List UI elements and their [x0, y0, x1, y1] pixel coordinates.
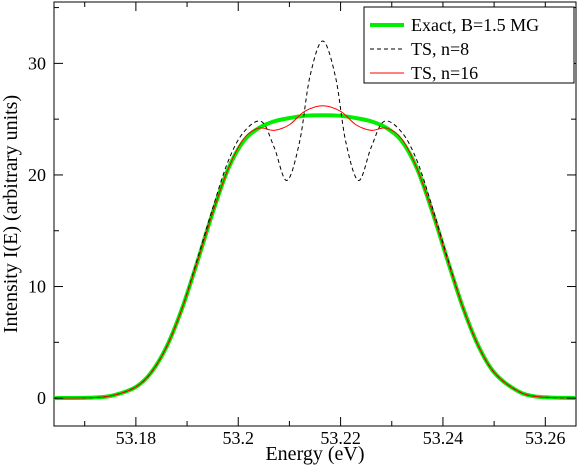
- legend-label-exact: Exact, B=1.5 MG: [411, 15, 539, 35]
- x-tick-label: 53.24: [423, 428, 464, 448]
- legend-box: [363, 6, 575, 84]
- series-line-exact: [53, 113, 577, 401]
- plot-frame: [53, 1, 577, 427]
- legend-label-ts-n16: TS, n=16: [411, 63, 478, 83]
- x-axis-title: Energy (eV): [265, 443, 364, 465]
- x-tick-label: 53.18: [116, 428, 157, 448]
- x-tick-label: 53.22: [320, 428, 361, 448]
- legend-label-ts-n8: TS, n=8: [411, 39, 469, 59]
- y-tick-label: 0: [37, 388, 46, 408]
- legend: Exact, B=1.5 MG TS, n=8 TS, n=16: [363, 6, 575, 84]
- y-tick-label: 20: [28, 165, 46, 185]
- y-tick-label: 30: [28, 53, 46, 73]
- y-axis: 0 10 20 30: [28, 7, 576, 408]
- series-line-ts-n8: [53, 40, 577, 399]
- x-tick-label: 53.2: [222, 428, 254, 448]
- y-tick-label: 10: [28, 277, 46, 297]
- plot-area: [53, 1, 577, 427]
- y-axis-title: Intensity I(E) (arbitrary units): [0, 95, 22, 333]
- x-axis: 53.18 53.2 53.22 53.24 53.26: [84, 2, 566, 448]
- x-tick-label: 53.26: [525, 428, 566, 448]
- series-layer: [53, 40, 577, 401]
- series-line-ts-n16: [53, 105, 577, 399]
